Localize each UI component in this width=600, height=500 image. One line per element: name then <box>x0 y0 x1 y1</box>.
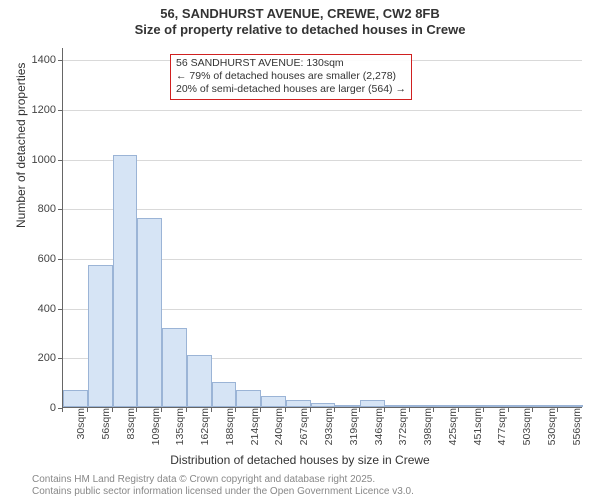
xtick-label: 319sqm <box>344 408 360 445</box>
chart-container: { "title_line1": "56, SANDHURST AVENUE, … <box>0 0 600 500</box>
xtick-label: 214sqm <box>245 408 261 445</box>
xtick-mark <box>161 408 162 412</box>
xtick-label: 135sqm <box>170 408 186 445</box>
y-axis-label: Number of detached properties <box>14 63 28 228</box>
xtick-mark <box>112 408 113 412</box>
ytick-label: 1400 <box>32 54 62 66</box>
xtick-label: 267sqm <box>294 408 310 445</box>
xtick-mark <box>384 408 385 412</box>
histogram-bar <box>311 403 336 407</box>
histogram-bar <box>286 400 311 407</box>
xtick-label: 188sqm <box>220 408 236 445</box>
xtick-label: 372sqm <box>393 408 409 445</box>
plot-area: 56 SANDHURST AVENUE: 130sqm ← 79% of det… <box>62 48 582 408</box>
histogram-bar <box>261 396 286 407</box>
xtick-mark <box>483 408 484 412</box>
histogram-bar <box>410 405 435 407</box>
chart-title-line1: 56, SANDHURST AVENUE, CREWE, CW2 8FB <box>0 6 600 22</box>
ytick-label: 1200 <box>32 104 62 116</box>
histogram-bar <box>236 390 261 407</box>
ytick-label: 200 <box>38 352 62 364</box>
xtick-label: 477sqm <box>492 408 508 445</box>
histogram-bar <box>162 328 187 407</box>
histogram-bar <box>113 155 138 407</box>
xtick-mark <box>136 408 137 412</box>
histogram-bar <box>187 355 212 407</box>
xtick-mark <box>557 408 558 412</box>
histogram-bar <box>484 405 509 407</box>
histogram-bar <box>63 390 88 407</box>
xtick-label: 556sqm <box>567 408 583 445</box>
xtick-mark <box>433 408 434 412</box>
xtick-mark <box>235 408 236 412</box>
xtick-label: 503sqm <box>517 408 533 445</box>
annotation-line2: ← 79% of detached houses are smaller (2,… <box>176 70 406 83</box>
xtick-mark <box>359 408 360 412</box>
histogram-bar <box>385 405 410 407</box>
xtick-label: 240sqm <box>269 408 285 445</box>
annotation-box: 56 SANDHURST AVENUE: 130sqm ← 79% of det… <box>170 54 412 100</box>
chart-titles: 56, SANDHURST AVENUE, CREWE, CW2 8FB Siz… <box>0 0 600 39</box>
xtick-mark <box>62 408 63 412</box>
histogram-bar <box>88 265 113 407</box>
histogram-bar <box>335 405 360 407</box>
chart-title-line2: Size of property relative to detached ho… <box>0 22 600 38</box>
ytick-label: 800 <box>38 203 62 215</box>
annotation-line3: 20% of semi-detached houses are larger (… <box>176 83 406 96</box>
xtick-mark <box>409 408 410 412</box>
plot-inner <box>62 48 582 408</box>
xtick-mark <box>260 408 261 412</box>
xtick-mark <box>532 408 533 412</box>
xtick-label: 56sqm <box>96 408 112 440</box>
histogram-bar <box>434 405 459 407</box>
gridline <box>63 209 582 210</box>
ytick-label: 600 <box>38 253 62 265</box>
annotation-line1: 56 SANDHURST AVENUE: 130sqm <box>176 57 406 70</box>
xtick-label: 398sqm <box>418 408 434 445</box>
xtick-label: 530sqm <box>542 408 558 445</box>
footer-line1: Contains HM Land Registry data © Crown c… <box>32 474 414 486</box>
xtick-mark <box>334 408 335 412</box>
xtick-label: 83sqm <box>121 408 137 440</box>
gridline <box>63 110 582 111</box>
gridline <box>63 160 582 161</box>
xtick-label: 293sqm <box>319 408 335 445</box>
xtick-mark <box>458 408 459 412</box>
xtick-label: 30sqm <box>71 408 87 440</box>
histogram-bar <box>212 382 237 407</box>
xtick-label: 451sqm <box>468 408 484 445</box>
histogram-bar <box>137 218 162 407</box>
footer-attribution: Contains HM Land Registry data © Crown c… <box>32 474 414 497</box>
xtick-mark <box>186 408 187 412</box>
ytick-label: 1000 <box>32 154 62 166</box>
xtick-mark <box>285 408 286 412</box>
histogram-bar <box>558 405 583 407</box>
xtick-label: 109sqm <box>146 408 162 445</box>
x-axis-label: Distribution of detached houses by size … <box>0 453 600 467</box>
footer-line2: Contains public sector information licen… <box>32 486 414 498</box>
histogram-bar <box>360 400 385 407</box>
ytick-label: 400 <box>38 303 62 315</box>
xtick-label: 346sqm <box>369 408 385 445</box>
histogram-bar <box>509 405 534 407</box>
histogram-bar <box>533 405 558 407</box>
xtick-mark <box>508 408 509 412</box>
xtick-mark <box>211 408 212 412</box>
ytick-label: 0 <box>50 402 62 414</box>
xtick-label: 425sqm <box>443 408 459 445</box>
histogram-bar <box>459 405 484 407</box>
xtick-label: 162sqm <box>195 408 211 445</box>
xtick-mark <box>310 408 311 412</box>
xtick-mark <box>87 408 88 412</box>
